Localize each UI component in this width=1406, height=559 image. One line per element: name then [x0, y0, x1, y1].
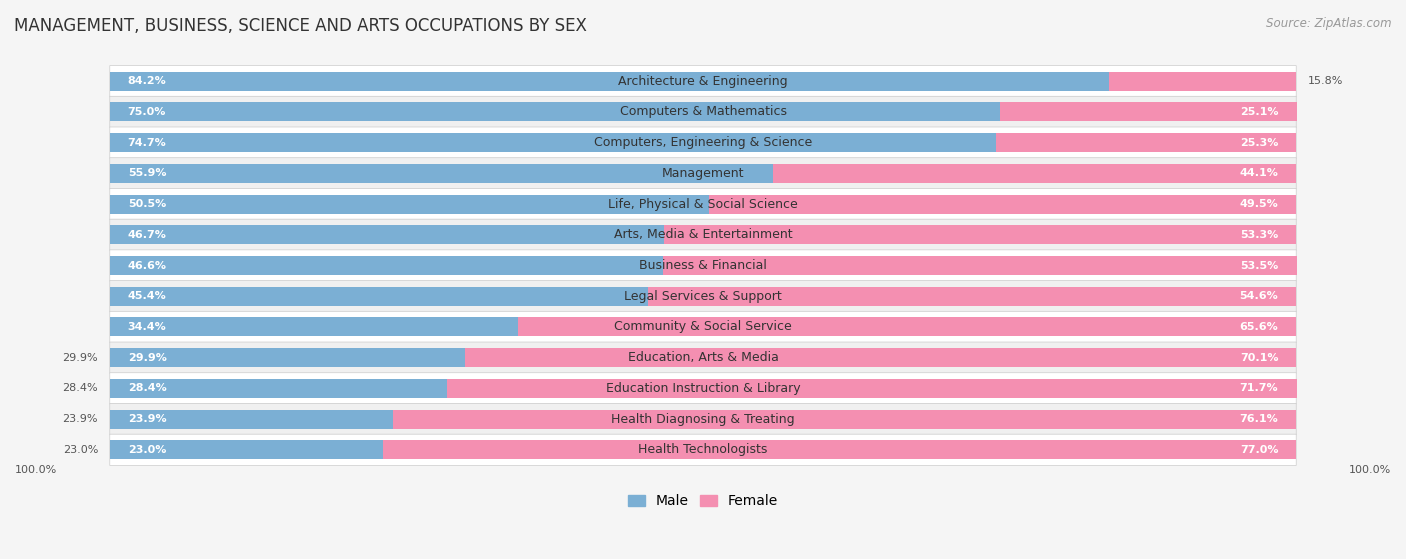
- Bar: [709, 195, 1296, 214]
- Text: 29.9%: 29.9%: [128, 353, 166, 363]
- Bar: [662, 256, 1298, 275]
- Text: 76.1%: 76.1%: [1240, 414, 1278, 424]
- Text: Management: Management: [662, 167, 744, 180]
- Text: Computers, Engineering & Science: Computers, Engineering & Science: [593, 136, 813, 149]
- FancyBboxPatch shape: [110, 373, 1296, 404]
- Legend: Male, Female: Male, Female: [623, 489, 783, 514]
- Bar: [110, 225, 664, 244]
- Bar: [394, 410, 1296, 429]
- Bar: [110, 287, 648, 306]
- Bar: [517, 318, 1296, 337]
- Text: 34.4%: 34.4%: [128, 322, 166, 332]
- Bar: [464, 348, 1296, 367]
- Text: Community & Social Service: Community & Social Service: [614, 320, 792, 334]
- Text: 23.9%: 23.9%: [128, 414, 166, 424]
- FancyBboxPatch shape: [110, 404, 1296, 435]
- Bar: [110, 256, 662, 275]
- Text: 44.1%: 44.1%: [1240, 168, 1278, 178]
- Text: 100.0%: 100.0%: [1348, 465, 1391, 475]
- FancyBboxPatch shape: [110, 96, 1296, 127]
- Bar: [773, 164, 1296, 183]
- Bar: [110, 133, 995, 152]
- Text: 100.0%: 100.0%: [15, 465, 58, 475]
- Text: 23.9%: 23.9%: [62, 414, 98, 424]
- Text: 65.6%: 65.6%: [1240, 322, 1278, 332]
- Text: 77.0%: 77.0%: [1240, 445, 1278, 455]
- Text: 55.9%: 55.9%: [128, 168, 166, 178]
- Bar: [110, 195, 709, 214]
- Bar: [648, 287, 1296, 306]
- FancyBboxPatch shape: [110, 281, 1296, 312]
- Text: 25.1%: 25.1%: [1240, 107, 1278, 117]
- Bar: [1000, 102, 1298, 121]
- Text: Health Diagnosing & Treating: Health Diagnosing & Treating: [612, 413, 794, 425]
- FancyBboxPatch shape: [110, 434, 1296, 466]
- Text: 46.7%: 46.7%: [128, 230, 166, 240]
- Text: 50.5%: 50.5%: [128, 199, 166, 209]
- Text: 49.5%: 49.5%: [1240, 199, 1278, 209]
- Text: Education, Arts & Media: Education, Arts & Media: [627, 351, 779, 364]
- Bar: [1109, 72, 1296, 91]
- Bar: [110, 72, 1109, 91]
- Text: 28.4%: 28.4%: [62, 383, 98, 394]
- Text: Life, Physical & Social Science: Life, Physical & Social Science: [609, 197, 797, 211]
- Bar: [110, 410, 394, 429]
- Bar: [110, 379, 447, 398]
- Text: 54.6%: 54.6%: [1240, 291, 1278, 301]
- Text: 53.3%: 53.3%: [1240, 230, 1278, 240]
- Bar: [110, 164, 773, 183]
- Bar: [110, 318, 517, 337]
- FancyBboxPatch shape: [110, 311, 1296, 343]
- Text: Education Instruction & Library: Education Instruction & Library: [606, 382, 800, 395]
- Text: 29.9%: 29.9%: [62, 353, 98, 363]
- Text: Source: ZipAtlas.com: Source: ZipAtlas.com: [1267, 17, 1392, 30]
- Bar: [110, 440, 382, 459]
- FancyBboxPatch shape: [110, 65, 1296, 97]
- Text: 71.7%: 71.7%: [1240, 383, 1278, 394]
- FancyBboxPatch shape: [110, 219, 1296, 250]
- Bar: [995, 133, 1296, 152]
- Text: 74.7%: 74.7%: [128, 138, 166, 148]
- Text: 25.3%: 25.3%: [1240, 138, 1278, 148]
- Text: 75.0%: 75.0%: [128, 107, 166, 117]
- Text: 15.8%: 15.8%: [1308, 76, 1343, 86]
- FancyBboxPatch shape: [110, 250, 1296, 281]
- FancyBboxPatch shape: [110, 188, 1296, 220]
- Text: Business & Financial: Business & Financial: [640, 259, 766, 272]
- Text: 23.0%: 23.0%: [128, 445, 166, 455]
- Text: 23.0%: 23.0%: [63, 445, 98, 455]
- Bar: [382, 440, 1296, 459]
- Bar: [110, 348, 464, 367]
- Bar: [447, 379, 1298, 398]
- Text: 45.4%: 45.4%: [128, 291, 166, 301]
- FancyBboxPatch shape: [110, 158, 1296, 189]
- Text: Legal Services & Support: Legal Services & Support: [624, 290, 782, 303]
- Text: 46.6%: 46.6%: [128, 260, 167, 271]
- Bar: [110, 102, 1000, 121]
- Text: 70.1%: 70.1%: [1240, 353, 1278, 363]
- Text: Architecture & Engineering: Architecture & Engineering: [619, 75, 787, 88]
- Text: Arts, Media & Entertainment: Arts, Media & Entertainment: [613, 228, 793, 241]
- FancyBboxPatch shape: [110, 127, 1296, 158]
- Text: 28.4%: 28.4%: [128, 383, 166, 394]
- Text: 84.2%: 84.2%: [128, 76, 166, 86]
- Text: MANAGEMENT, BUSINESS, SCIENCE AND ARTS OCCUPATIONS BY SEX: MANAGEMENT, BUSINESS, SCIENCE AND ARTS O…: [14, 17, 586, 35]
- FancyBboxPatch shape: [110, 342, 1296, 373]
- Bar: [664, 225, 1296, 244]
- Text: 53.5%: 53.5%: [1240, 260, 1278, 271]
- Text: Health Technologists: Health Technologists: [638, 443, 768, 456]
- Text: Computers & Mathematics: Computers & Mathematics: [620, 106, 786, 119]
